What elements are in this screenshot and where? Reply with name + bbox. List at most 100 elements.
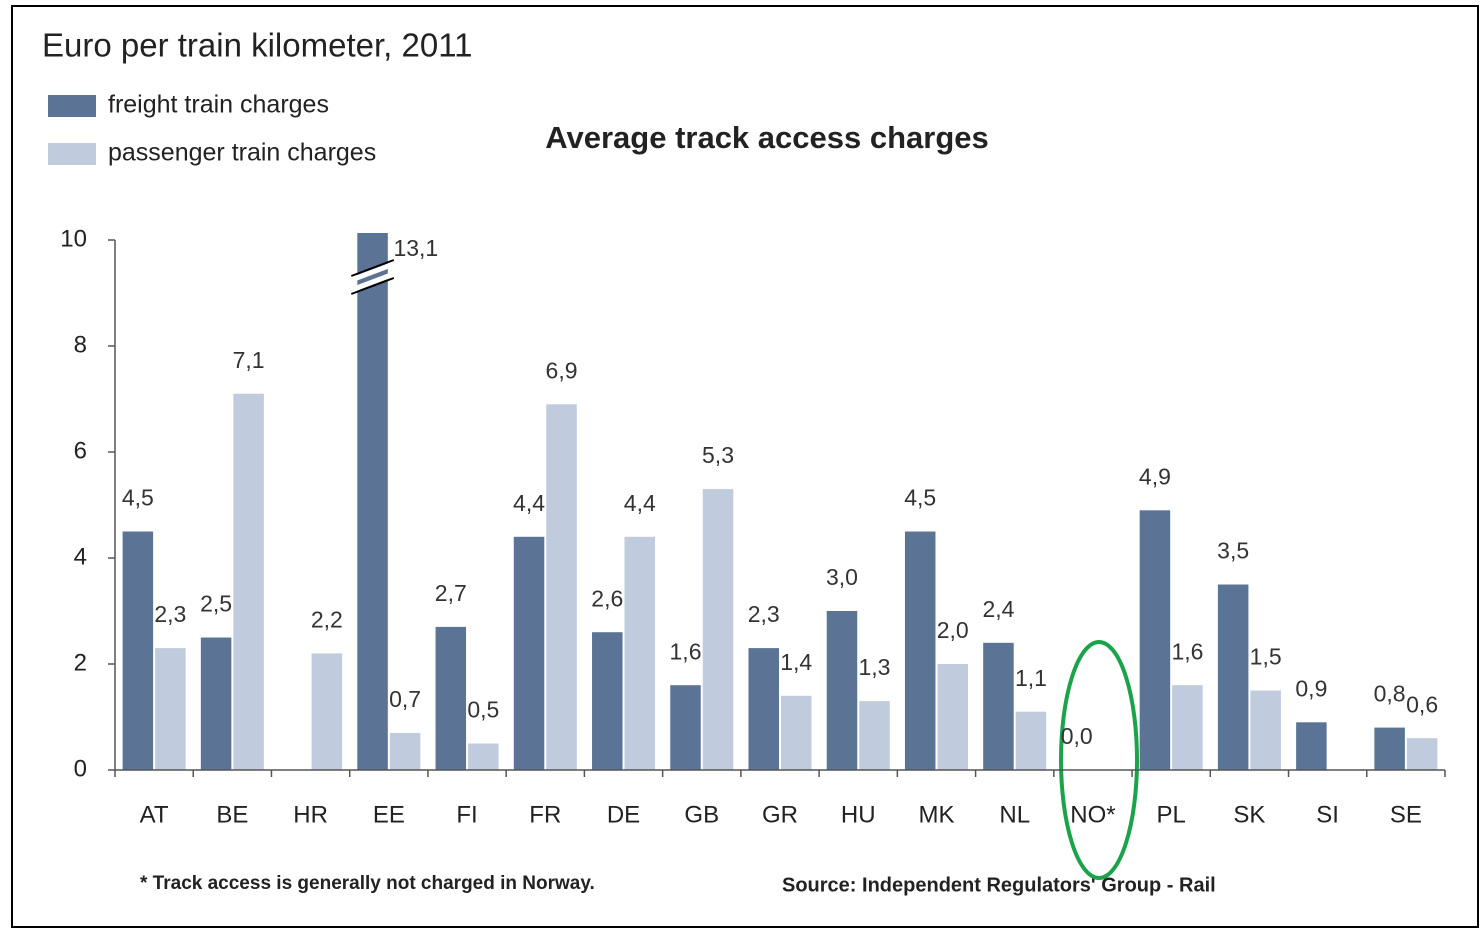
frame bbox=[11, 5, 1479, 928]
bar bbox=[513, 536, 545, 770]
bar bbox=[155, 648, 186, 770]
y-tick-label: 10 bbox=[60, 225, 87, 252]
bar bbox=[546, 404, 577, 770]
bar bbox=[1217, 584, 1249, 770]
legend-label: passenger train charges bbox=[108, 139, 376, 167]
bar bbox=[1374, 727, 1405, 770]
bar bbox=[389, 732, 421, 770]
bar bbox=[1015, 711, 1047, 770]
bar bbox=[468, 743, 499, 770]
bar bbox=[233, 393, 264, 770]
source: Source: Independent Regulators' Group - … bbox=[782, 874, 1216, 896]
axis-break bbox=[350, 261, 395, 283]
x-tick-label: MK bbox=[918, 801, 954, 828]
x-tick-label: EE bbox=[373, 801, 405, 828]
x-tick-label: FR bbox=[529, 801, 561, 828]
x-tick-label: SK bbox=[1233, 801, 1265, 828]
legend-swatch bbox=[48, 95, 96, 117]
x-tick-label: NL bbox=[999, 801, 1030, 828]
x-tick-label: NO* bbox=[1070, 801, 1115, 828]
bar bbox=[1406, 738, 1438, 770]
bar bbox=[983, 642, 1014, 770]
value-label: 3,5 bbox=[1217, 538, 1249, 564]
chart-title: Euro per train kilometer, 2011 bbox=[42, 27, 472, 64]
highlight-ellipse bbox=[1059, 640, 1139, 880]
bar bbox=[200, 637, 232, 770]
x-tick-label: PL bbox=[1156, 801, 1185, 828]
y-tick-label: 0 bbox=[74, 755, 87, 782]
bar bbox=[702, 489, 734, 770]
value-label: 1,6 bbox=[670, 638, 702, 664]
value-label: 4,4 bbox=[624, 490, 656, 516]
value-label: 1,1 bbox=[1015, 665, 1047, 691]
bar bbox=[1139, 510, 1171, 770]
value-label: 2,7 bbox=[435, 580, 467, 606]
y-tick-label: 2 bbox=[74, 649, 87, 676]
value-label: 4,9 bbox=[1139, 463, 1171, 489]
axis-break bbox=[350, 271, 395, 293]
bar bbox=[311, 653, 343, 770]
value-label: 2,2 bbox=[311, 606, 343, 632]
value-label: 0,5 bbox=[467, 697, 499, 723]
chart-subtitle: Average track access charges bbox=[545, 120, 989, 155]
bar bbox=[592, 632, 623, 770]
bar bbox=[859, 701, 890, 770]
value-label: 0,9 bbox=[1295, 675, 1327, 701]
axis-break bbox=[350, 277, 395, 295]
x-tick-label: HU bbox=[841, 801, 876, 828]
x-tick-label: SI bbox=[1316, 801, 1339, 828]
value-label: 4,5 bbox=[122, 485, 154, 511]
value-label: 0,0 bbox=[1061, 723, 1093, 749]
bar bbox=[904, 531, 936, 770]
bar bbox=[1250, 690, 1281, 770]
bar bbox=[781, 695, 812, 770]
bar bbox=[670, 685, 701, 770]
x-tick-label: DE bbox=[607, 801, 640, 828]
y-tick-label: 8 bbox=[74, 331, 87, 358]
value-label: 13,1 bbox=[393, 235, 438, 261]
value-label: 4,5 bbox=[904, 485, 936, 511]
value-label: 0,6 bbox=[1406, 691, 1438, 717]
x-tick-label: GR bbox=[762, 801, 798, 828]
x-tick-label: SE bbox=[1390, 801, 1422, 828]
value-label: 2,3 bbox=[748, 601, 780, 627]
legend-label: freight train charges bbox=[108, 91, 329, 119]
value-label: 4,4 bbox=[513, 490, 545, 516]
footnote: * Track access is generally not charged … bbox=[140, 873, 595, 894]
x-tick-label: GB bbox=[684, 801, 719, 828]
x-tick-label: AT bbox=[140, 801, 169, 828]
value-label: 1,3 bbox=[858, 654, 890, 680]
bar bbox=[748, 648, 779, 770]
value-label: 2,0 bbox=[937, 617, 969, 643]
y-tick-label: 4 bbox=[74, 543, 87, 570]
bar bbox=[435, 626, 467, 770]
y-tick-label: 6 bbox=[74, 437, 87, 464]
bar bbox=[1172, 685, 1203, 770]
x-tick-label: BE bbox=[216, 801, 248, 828]
value-label: 0,8 bbox=[1374, 681, 1406, 707]
plot bbox=[122, 233, 1438, 770]
axis-break bbox=[350, 259, 395, 277]
value-label: 2,6 bbox=[591, 585, 623, 611]
bar bbox=[357, 233, 388, 770]
bar bbox=[1296, 722, 1327, 770]
value-label: 5,3 bbox=[702, 442, 734, 468]
value-label: 6,9 bbox=[546, 357, 578, 383]
value-label: 2,4 bbox=[982, 596, 1014, 622]
bar bbox=[624, 536, 656, 770]
legend-swatch bbox=[48, 143, 96, 165]
bar bbox=[826, 611, 858, 770]
bar bbox=[937, 664, 968, 770]
value-label: 3,0 bbox=[826, 564, 858, 590]
x-tick-label: HR bbox=[293, 801, 328, 828]
bar bbox=[122, 531, 154, 770]
value-label: 1,4 bbox=[780, 649, 812, 675]
x-tick-label: FI bbox=[456, 801, 477, 828]
value-label: 1,6 bbox=[1171, 638, 1203, 664]
value-label: 2,5 bbox=[200, 591, 232, 617]
value-label: 1,5 bbox=[1250, 644, 1282, 670]
value-label: 0,7 bbox=[389, 686, 421, 712]
value-label: 2,3 bbox=[154, 601, 186, 627]
value-label: 7,1 bbox=[233, 347, 265, 373]
